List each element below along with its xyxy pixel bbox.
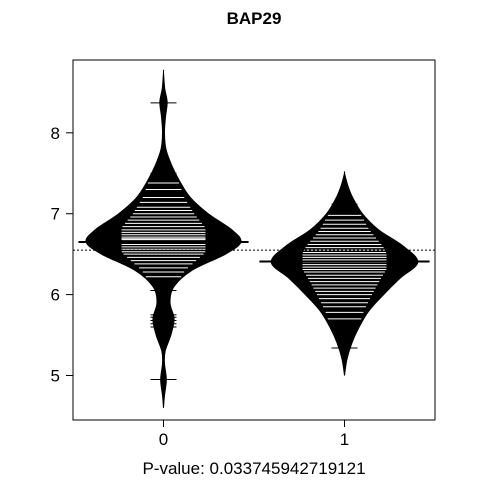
y-tick-label: 6 [51,286,60,305]
y-tick-label: 5 [51,367,60,386]
x-tick-label: 0 [159,430,168,449]
x-axis-label: P-value: 0.033745942719121 [142,459,365,478]
x-tick-label: 1 [340,430,349,449]
bean-group-0 [78,69,249,408]
plot-frame [72,59,436,421]
axes-layer: 5 6 7 8 0 1 [51,59,436,449]
chart-title: BAP29 [227,9,282,28]
bean-group-1 [259,171,430,376]
y-tick-label: 7 [51,205,60,224]
beans-layer [78,69,430,408]
bean-shape-1 [270,171,419,376]
y-tick-label: 8 [51,124,60,143]
